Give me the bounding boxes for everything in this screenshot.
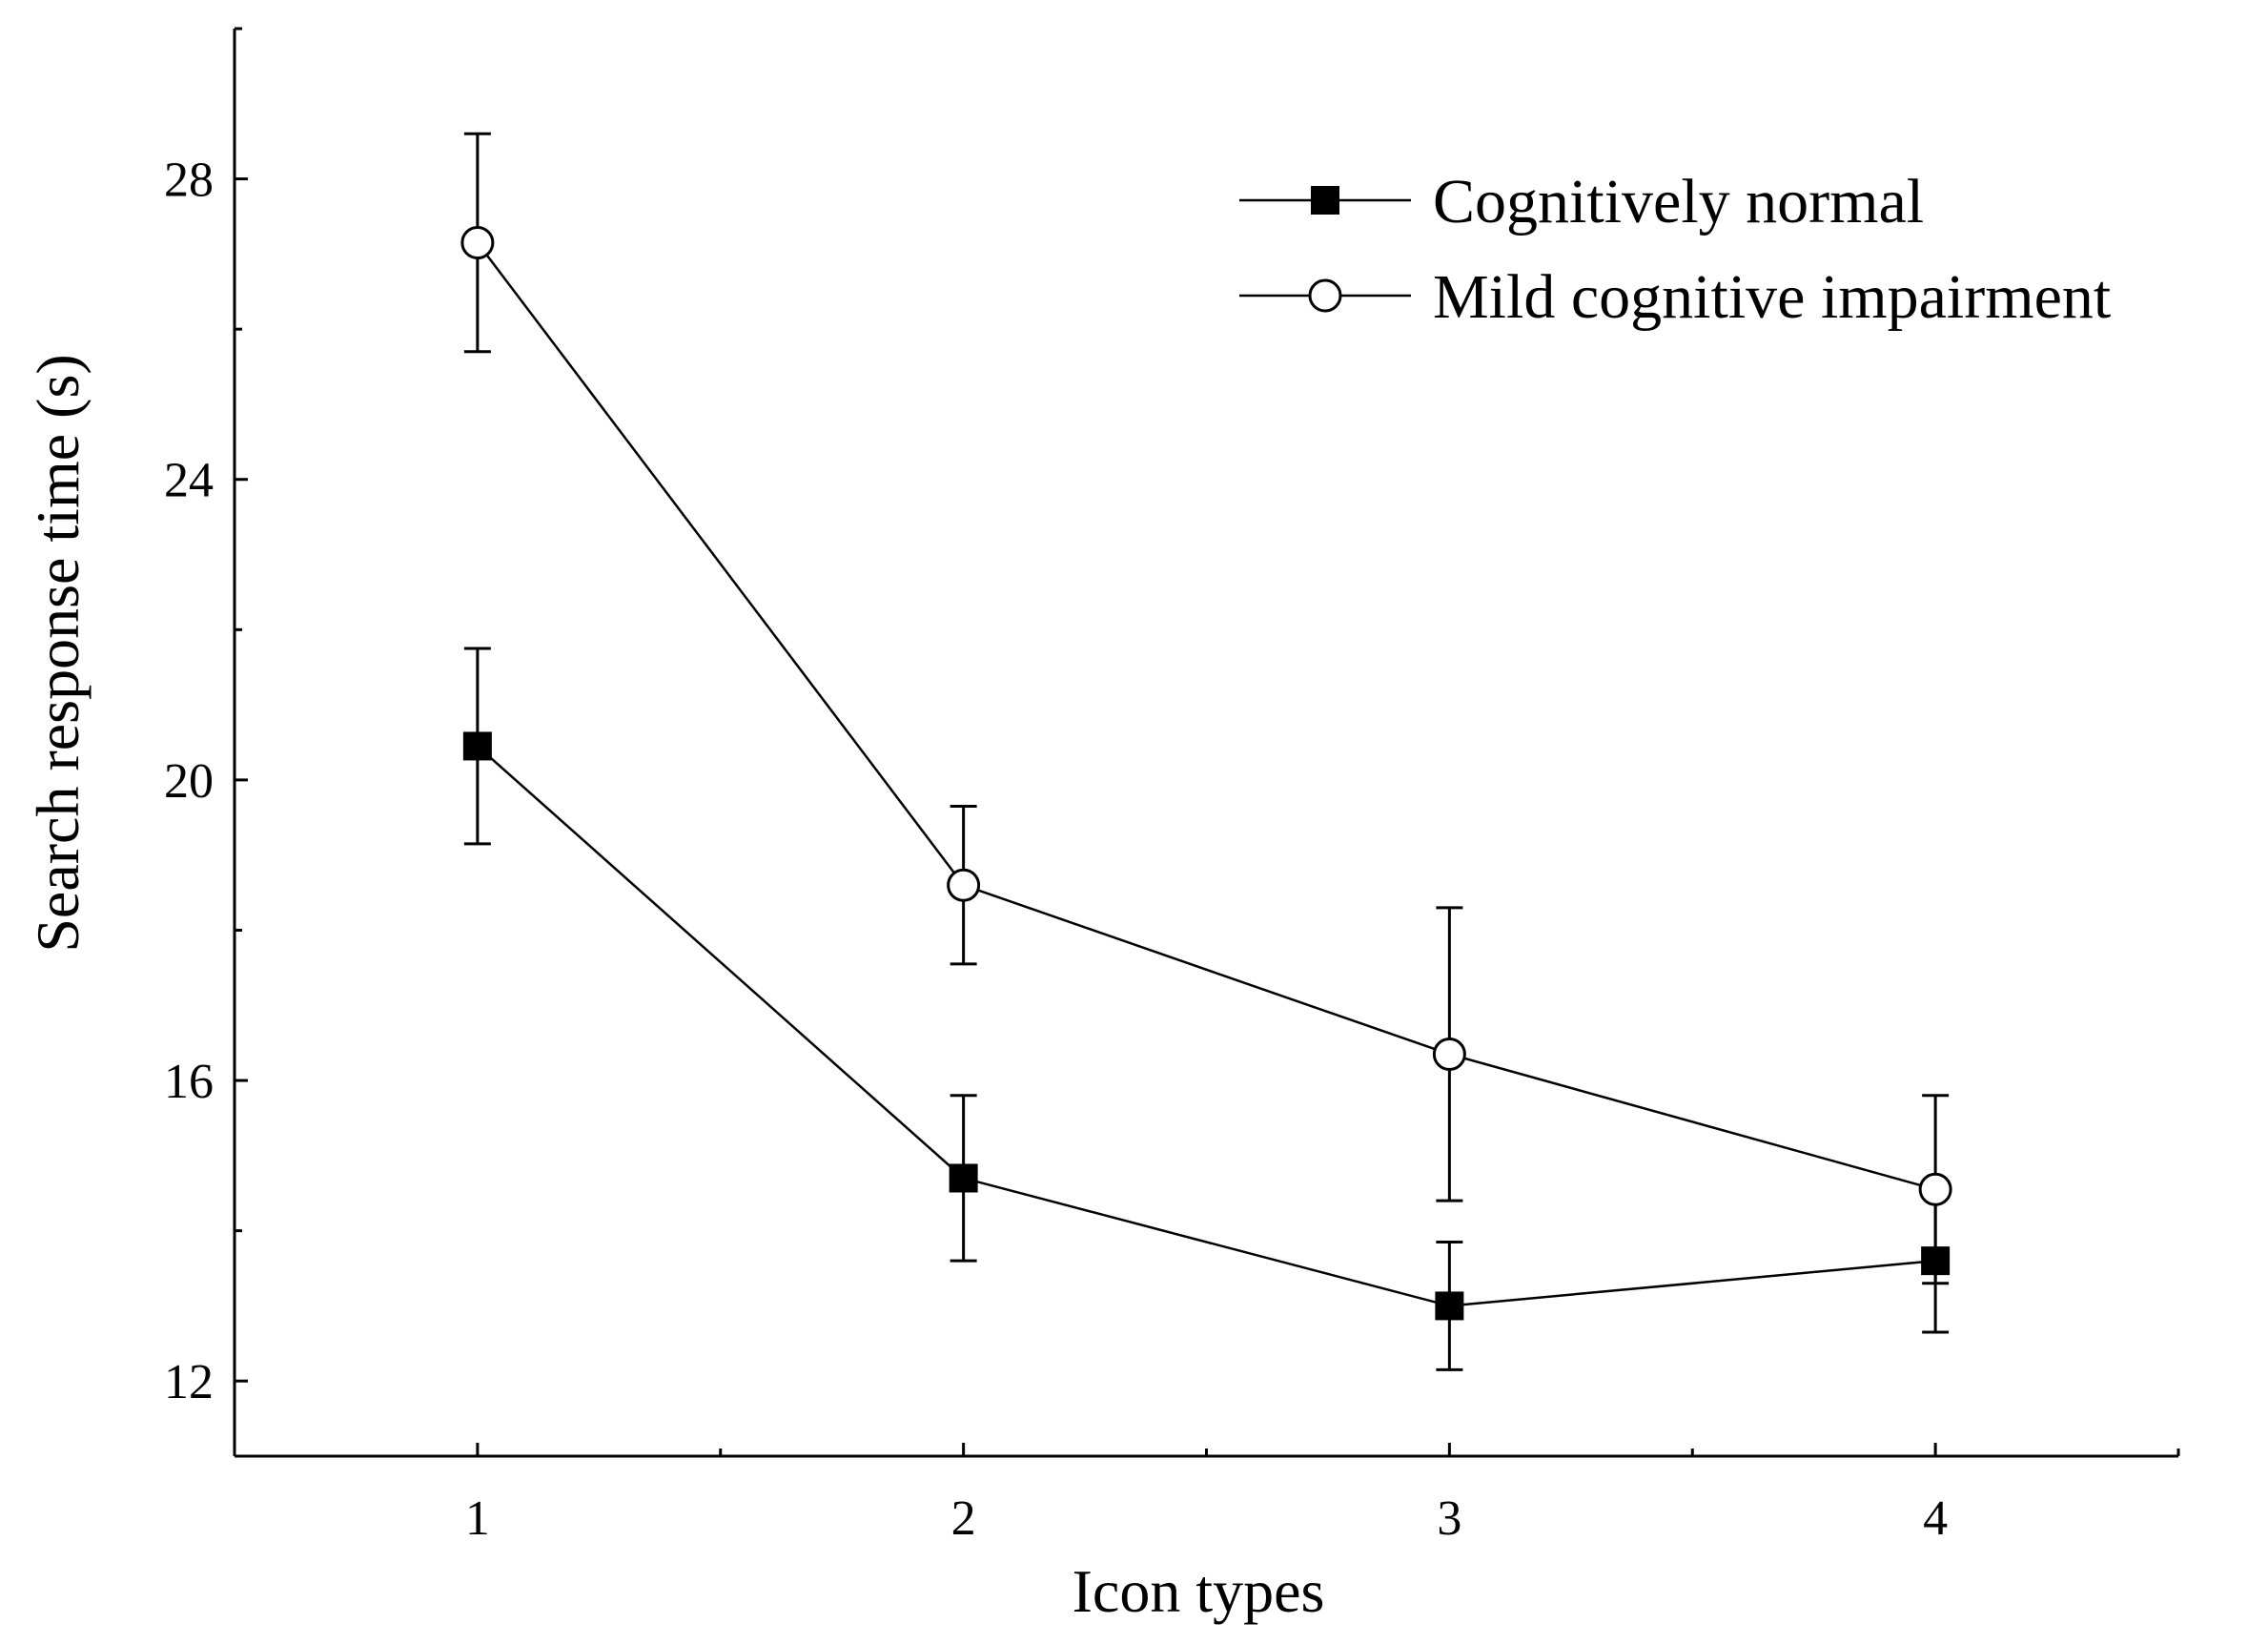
series-line-1 (477, 745, 1936, 1307)
markers (460, 226, 1952, 1321)
y-tick-label: 24 (164, 454, 214, 508)
x-tick-label: 1 (465, 1491, 490, 1546)
legend-label: Cognitively normal (1433, 167, 1924, 236)
data-point-circle (1918, 1172, 1952, 1206)
data-point-square (1435, 1291, 1464, 1321)
legend-label: Mild cognitive impairment (1433, 262, 2111, 332)
y-tick-label: 12 (164, 1355, 214, 1409)
data-point-square (462, 731, 492, 761)
x-axis-title: Icon types (1073, 1557, 1325, 1625)
series-line-2 (476, 241, 1936, 1191)
x-tick-label: 3 (1437, 1491, 1461, 1546)
data-point-square (949, 1163, 978, 1193)
x-tick-label: 2 (951, 1491, 976, 1546)
legend: Cognitively normal Mild cognitive impairm… (1239, 167, 2111, 332)
legend-marker-square (1311, 186, 1339, 215)
y-tick-label: 20 (164, 754, 214, 809)
series-lines (476, 241, 1936, 1307)
y-tick-label: 16 (164, 1055, 214, 1109)
y-tick-label: 28 (164, 154, 214, 208)
data-point-circle (1432, 1037, 1466, 1071)
x-tick-label: 4 (1923, 1491, 1948, 1546)
y-axis-title: Search response time (s) (24, 354, 92, 952)
data-point-square (1921, 1246, 1951, 1276)
legend-marker-circle (1308, 278, 1342, 313)
data-point-circle (947, 868, 981, 902)
data-point-circle (460, 226, 495, 260)
